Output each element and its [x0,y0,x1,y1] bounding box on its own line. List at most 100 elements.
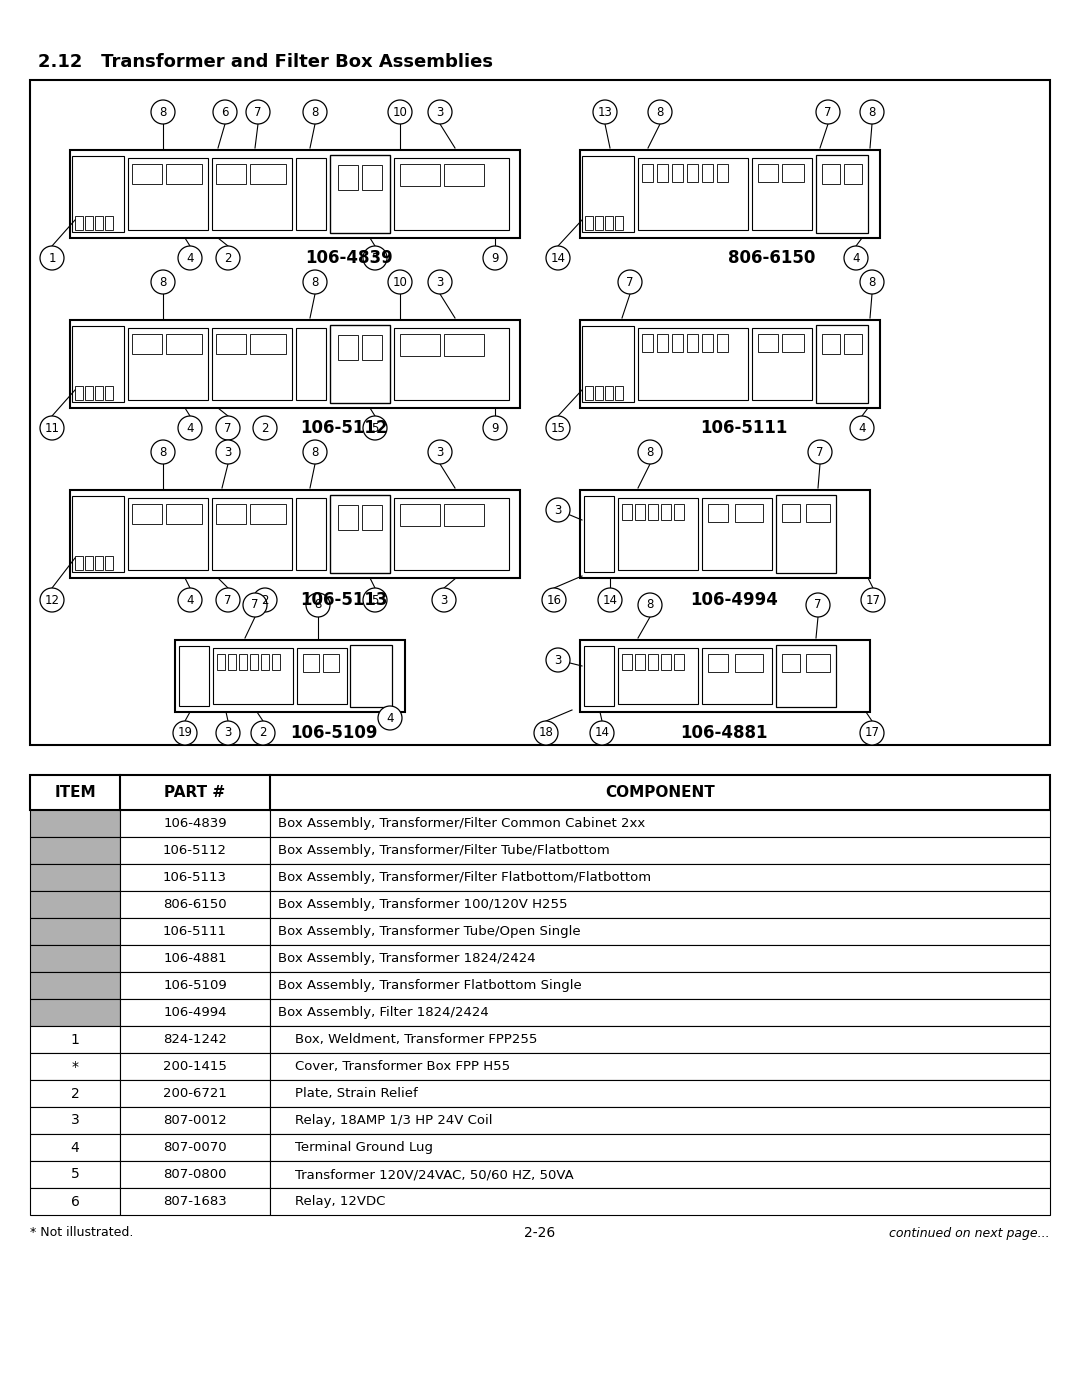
Bar [175,640,405,712]
Text: 17: 17 [865,594,880,606]
Bar [605,386,613,400]
Bar [30,837,120,863]
Text: 16: 16 [546,594,562,606]
Bar [657,334,669,352]
Bar [270,1025,1050,1053]
Circle shape [546,497,570,522]
Bar [822,334,840,353]
Bar [270,944,1050,972]
Text: 8: 8 [311,275,319,289]
Circle shape [253,588,276,612]
Bar [394,158,509,231]
Text: 200-1415: 200-1415 [163,1060,227,1073]
Circle shape [860,270,885,293]
Bar [661,654,671,671]
Bar [702,648,772,704]
Text: Terminal Ground Lug: Terminal Ground Lug [278,1141,433,1154]
Circle shape [816,101,840,124]
Text: 106-4994: 106-4994 [163,1006,227,1018]
Text: 2-26: 2-26 [525,1227,555,1241]
Bar [129,497,208,570]
Circle shape [216,246,240,270]
Text: continued on next page...: continued on next page... [889,1227,1050,1239]
Text: 13: 13 [597,106,612,119]
Bar [782,504,800,522]
Text: Box Assembly, Transformer/Filter Common Cabinet 2xx: Box Assembly, Transformer/Filter Common … [278,817,645,830]
Bar [30,1161,120,1187]
Bar [30,972,120,999]
Text: 7: 7 [626,275,634,289]
Text: 7: 7 [814,598,822,612]
Circle shape [216,588,240,612]
Bar [657,163,669,182]
Bar [213,648,293,704]
Bar [239,654,247,671]
Bar [638,328,748,400]
Text: 7: 7 [252,598,259,612]
Bar [622,654,632,671]
Bar [217,654,225,671]
Bar [120,972,270,999]
Text: Box, Weldment, Transformer FPP255: Box, Weldment, Transformer FPP255 [278,1032,538,1046]
Circle shape [843,246,868,270]
Text: 7: 7 [824,106,832,119]
Text: 9: 9 [491,422,499,434]
Circle shape [213,101,237,124]
Text: Box Assembly, Transformer/Filter Flatbottom/Flatbottom: Box Assembly, Transformer/Filter Flatbot… [278,870,651,884]
Bar [30,918,120,944]
Bar [350,645,392,707]
Text: 8: 8 [868,275,876,289]
Bar [216,334,246,353]
Text: 106-4881: 106-4881 [680,724,768,742]
Circle shape [40,588,64,612]
Bar [270,1134,1050,1161]
Text: 3: 3 [436,106,444,119]
Bar [179,645,210,705]
Bar [782,163,804,182]
Bar [120,1187,270,1215]
Bar [702,163,713,182]
Bar [30,1053,120,1080]
Text: 8: 8 [646,446,653,458]
Bar [674,504,684,520]
Bar [270,1053,1050,1080]
Circle shape [542,588,566,612]
Bar [132,504,162,524]
Bar [95,386,103,400]
Text: 4: 4 [186,422,193,434]
Circle shape [216,416,240,440]
Circle shape [638,440,662,464]
Bar [120,837,270,863]
Bar [702,334,713,352]
Text: 106-4994: 106-4994 [690,591,778,609]
Text: 106-4881: 106-4881 [163,951,227,965]
Bar [400,504,440,527]
Bar [120,810,270,837]
Bar [330,495,390,573]
Circle shape [151,270,175,293]
Bar [249,654,258,671]
Text: 1: 1 [49,251,56,264]
Text: 200-6721: 200-6721 [163,1087,227,1099]
Bar [272,654,280,671]
Text: 106-5112: 106-5112 [163,844,227,856]
Bar [120,1106,270,1134]
Text: 15: 15 [551,422,566,434]
Bar [85,556,93,570]
Bar [212,328,292,400]
Bar [717,334,728,352]
Text: Box Assembly, Transformer/Filter Tube/Flatbottom: Box Assembly, Transformer/Filter Tube/Fl… [278,844,610,856]
Text: 806-6150: 806-6150 [728,249,815,267]
Bar [120,1025,270,1053]
Bar [605,217,613,231]
Bar [303,654,319,672]
Text: 19: 19 [177,726,192,739]
Circle shape [593,101,617,124]
Bar [30,1025,120,1053]
Bar [216,504,246,524]
Bar [120,1053,270,1080]
Bar [72,326,124,402]
Text: 9: 9 [491,251,499,264]
Text: Box Assembly, Transformer Tube/Open Single: Box Assembly, Transformer Tube/Open Sing… [278,925,581,937]
Circle shape [546,416,570,440]
